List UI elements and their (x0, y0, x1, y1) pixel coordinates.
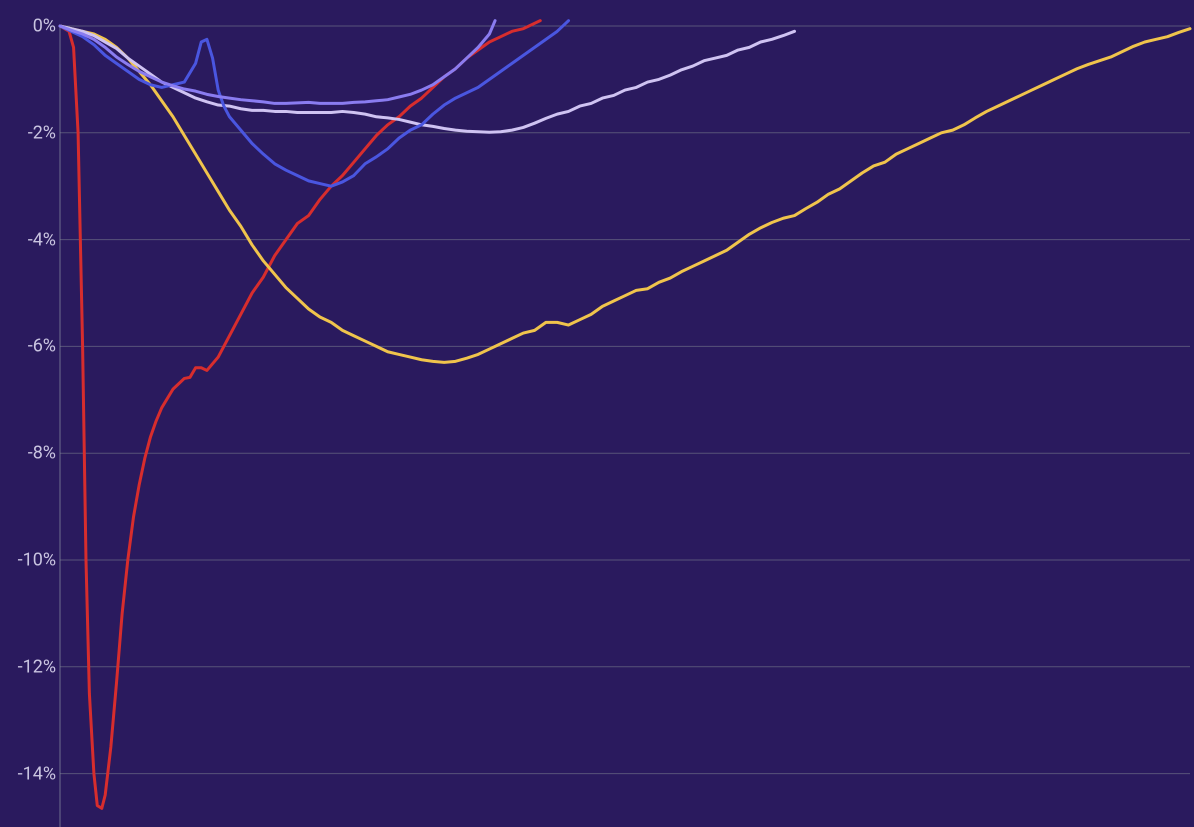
y-tick-label: -6% (28, 336, 56, 357)
y-tick-label: -2% (28, 122, 56, 143)
series-red (60, 21, 540, 809)
y-tick-label: -10% (18, 550, 56, 571)
series-yellow (60, 26, 1190, 362)
series-lavender (60, 26, 795, 132)
chart-svg (0, 0, 1194, 827)
y-tick-label: -8% (28, 443, 56, 464)
y-tick-label: -14% (18, 763, 56, 784)
y-tick-label: -4% (28, 229, 56, 250)
y-tick-label: -12% (18, 656, 56, 677)
y-tick-label: 0% (33, 16, 56, 37)
drawdown-chart: 0% -2% -4% -6% -8% -10% -12% -14% (0, 0, 1194, 827)
